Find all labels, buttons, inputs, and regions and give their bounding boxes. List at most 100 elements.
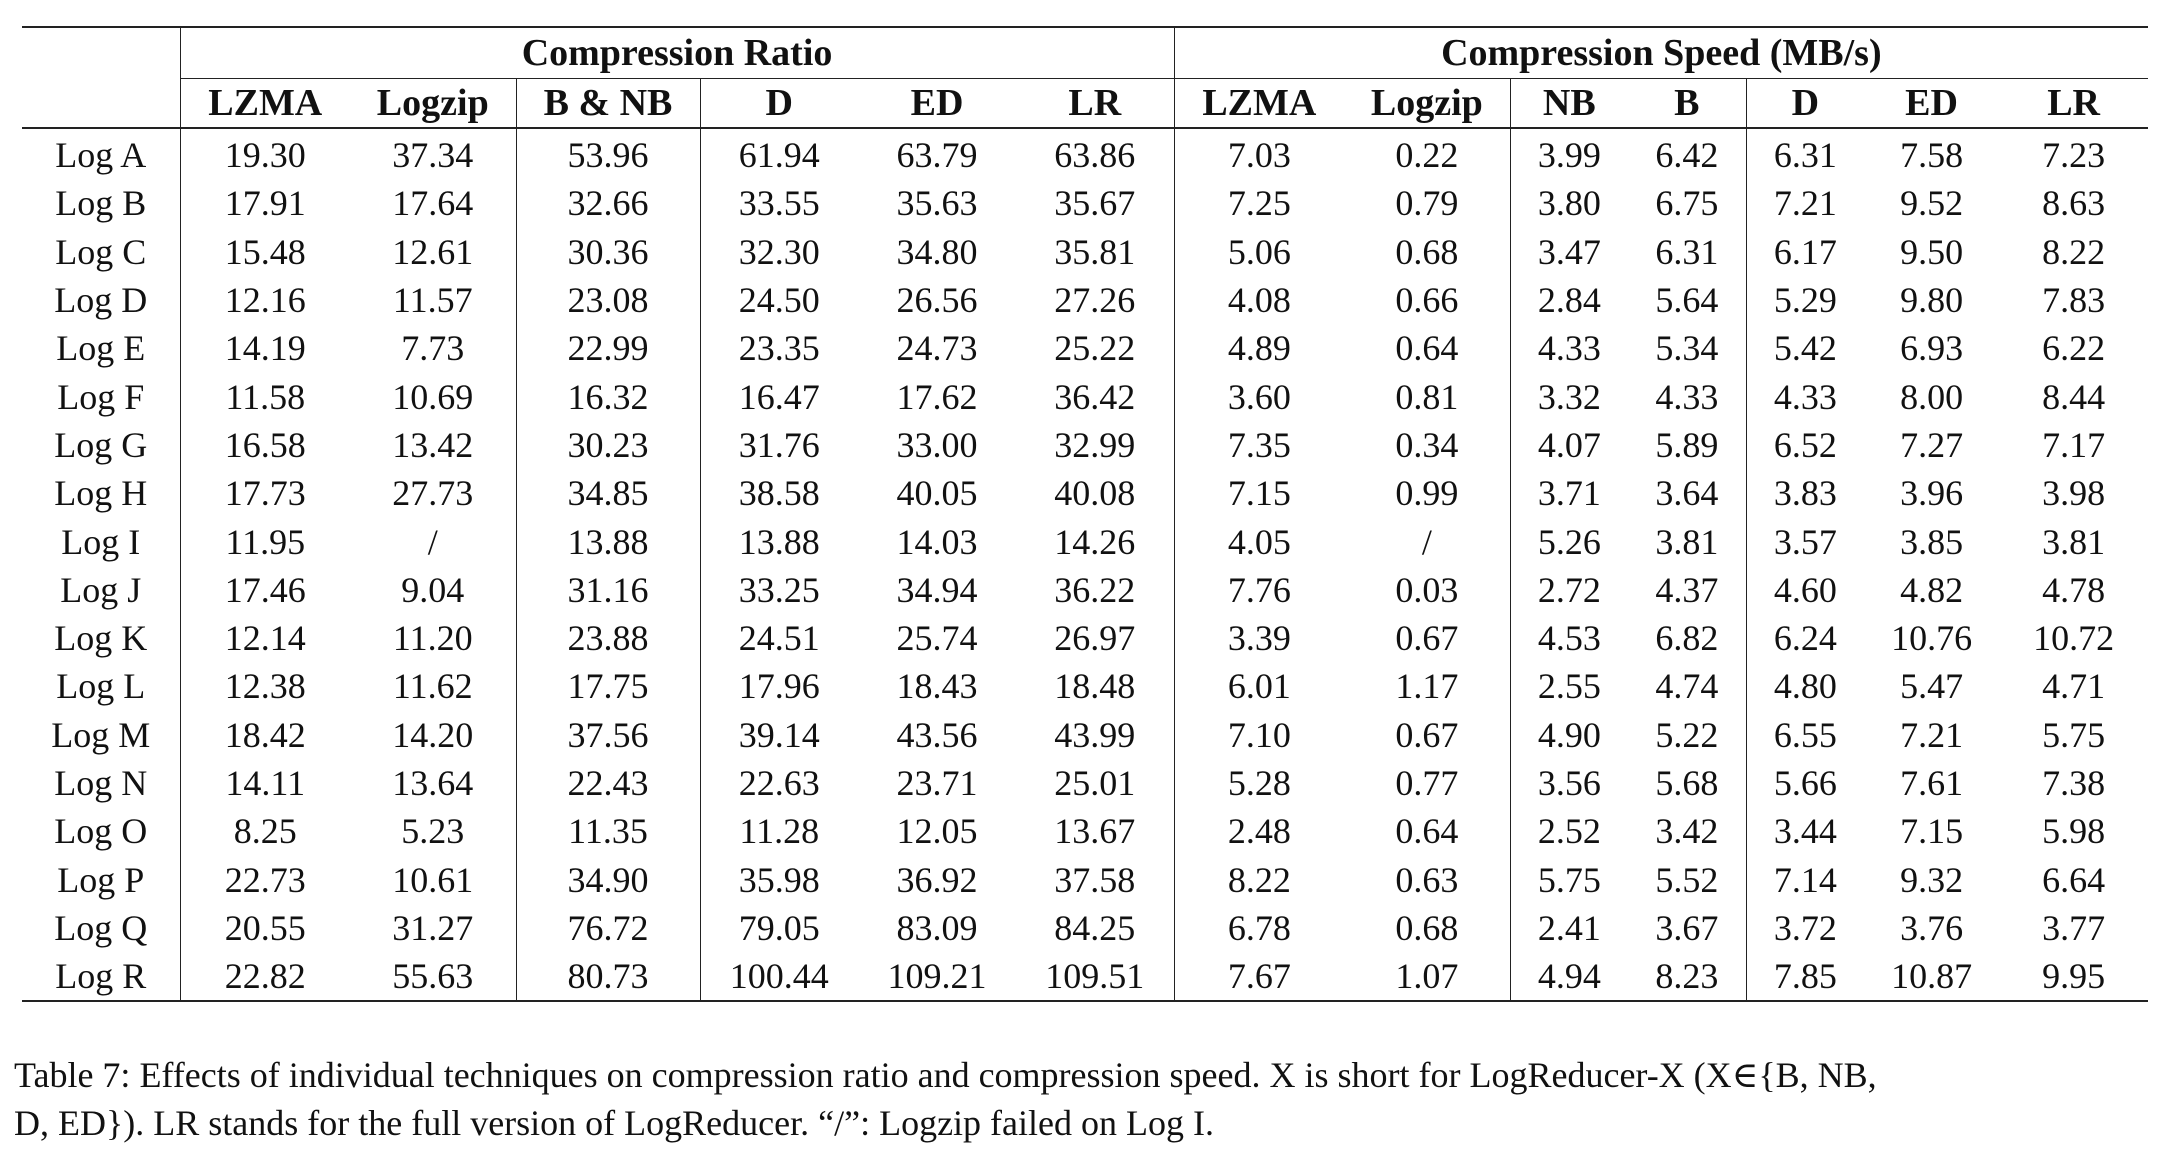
row-label: Log J	[60, 569, 142, 610]
table-caption: Table 7: Effects of individual technique…	[14, 1051, 2164, 1147]
ratio-cell: 33.00	[896, 424, 978, 465]
speed-cell: 6.31	[1655, 231, 1719, 272]
col-header-ratio-b-nb: B & NB	[515, 78, 700, 129]
ratio-cell: 11.20	[392, 618, 473, 659]
col-header-speed-d: D	[1745, 78, 1865, 129]
speed-cell: 8.63	[2042, 183, 2106, 224]
speed-cell: 5.64	[1655, 280, 1719, 321]
speed-cell: 7.83	[2042, 280, 2106, 321]
ratio-cell: 13.64	[392, 763, 474, 803]
speed-cell: 8.22	[1173, 855, 1345, 904]
ratio-cell: 24.51	[699, 613, 858, 663]
speed-cell: 0.79	[1395, 183, 1459, 224]
speed-cell: 7.58	[1900, 135, 1964, 176]
ratio-cell: 53.96	[515, 128, 700, 180]
ratio-cell: 24.50	[699, 275, 858, 325]
table-row: Log R 22.82 55.63 80.73 100.44 109.21 109.51 7.…	[22, 952, 2149, 1003]
table-row: Log E 14.19 7.73 22.99 23.35 24.73 25.22 4.89 0.…	[22, 324, 2148, 373]
row-label: Log F	[57, 376, 145, 417]
ratio-cell: 63.86	[1054, 135, 1136, 176]
speed-cell: 5.29	[1745, 275, 1865, 325]
table-row: Log G 16.58 13.42 30.23 31.76 33.00 32.99 7.35 0…	[22, 420, 2148, 470]
row-label: Log R	[22, 952, 180, 1003]
ratio-cell: 25.22	[1054, 328, 1136, 369]
speed-cell: 6.42	[1655, 135, 1719, 176]
table-row: Log M 18.42 14.20 37.56 39.14 43.56 43.99 7.10 0…	[22, 710, 2148, 759]
speed-cell: 8.00	[1900, 376, 1964, 417]
col-header-speed-ed: ED	[1864, 78, 2000, 129]
speed-cell: 10.87	[1864, 952, 2000, 1003]
ratio-cell: 35.63	[896, 183, 978, 224]
ratio-cell: 18.48	[1054, 666, 1136, 707]
ratio-cell: 11.95	[179, 517, 350, 566]
speed-cell: 0.81	[1395, 376, 1459, 417]
speed-cell: 3.42	[1655, 811, 1719, 852]
speed-cell: 5.28	[1173, 758, 1345, 808]
speed-cell: 0.67	[1395, 618, 1459, 659]
table-row: Log K 12.14 11.20 23.88 24.51 25.74 26.97 3.39 0…	[22, 613, 2148, 663]
ratio-cell: 11.28	[699, 807, 858, 856]
ratio-cell: 84.25	[1054, 907, 1136, 948]
table-row: Log B 17.91 17.64 32.66 33.55 35.63 35.67 7.25 0…	[22, 179, 2148, 228]
ratio-cell: 16.47	[699, 372, 858, 421]
ratio-cell: 12.05	[896, 811, 978, 852]
ratio-cell: 14.03	[896, 521, 978, 562]
speed-cell: 2.84	[1509, 275, 1629, 325]
speed-cell: 10.76	[1891, 618, 1973, 659]
ratio-cell: 40.05	[896, 473, 978, 514]
speed-cell: 10.72	[2033, 618, 2115, 659]
speed-cell: 6.24	[1745, 613, 1865, 663]
ratio-cell: 17.91	[179, 179, 350, 228]
ratio-cell: 17.64	[392, 183, 474, 224]
speed-cell: 6.52	[1745, 420, 1865, 470]
speed-cell: 4.33	[1655, 376, 1719, 417]
ratio-cell: 22.43	[515, 758, 700, 808]
corner-cell	[22, 26, 180, 79]
speed-cell: 3.98	[2042, 473, 2106, 514]
speed-cell: 2.48	[1173, 807, 1345, 856]
table-row: Log A 19.30 37.34 53.96 61.94 63.79 63.86 7.03 0…	[22, 128, 2148, 180]
speed-cell: 4.90	[1509, 710, 1629, 759]
table-row: Log Q 20.55 31.27 76.72 79.05 83.09 84.25 6.78 0…	[22, 903, 2148, 953]
speed-cell: 3.77	[2042, 907, 2106, 948]
row-label: Log G	[54, 424, 148, 465]
speed-cell: 4.33	[1509, 324, 1629, 373]
speed-cell: 4.05	[1173, 517, 1345, 566]
speed-cell: 0.66	[1395, 280, 1459, 321]
table-row: Log D 12.16 11.57 23.08 24.50 26.56 27.26 4.08 0…	[22, 275, 2148, 325]
speed-cell: 3.99	[1509, 128, 1629, 180]
speed-cell: 7.17	[2042, 424, 2106, 465]
ratio-cell: 25.74	[896, 618, 978, 659]
speed-cell: 4.80	[1745, 662, 1865, 711]
speed-cell: 7.21	[1745, 179, 1865, 228]
ratio-cell: 22.73	[179, 855, 350, 904]
speed-cell: 3.47	[1509, 227, 1629, 276]
ratio-cell: 39.14	[699, 710, 858, 759]
speed-cell: 3.64	[1655, 473, 1719, 514]
group-header-compression-speed: Compression Speed (MB/s)	[1173, 26, 2149, 79]
ratio-cell: 24.73	[896, 328, 978, 369]
speed-cell: 7.15	[1173, 469, 1345, 518]
col-header-ratio-d: D	[699, 78, 858, 129]
speed-cell: 3.44	[1745, 807, 1865, 856]
ratio-cell: 83.09	[896, 907, 978, 948]
ratio-cell: 11.62	[392, 666, 473, 707]
col-header-speed-lr: LR	[1999, 78, 2149, 129]
row-label: Log B	[55, 183, 147, 224]
ratio-cell: 55.63	[350, 952, 516, 1003]
speed-cell: 0.67	[1395, 714, 1459, 755]
row-label: Log L	[56, 666, 146, 707]
ratio-cell: 27.73	[392, 473, 474, 514]
col-header-speed-b: B	[1628, 78, 1747, 129]
speed-cell: 7.35	[1173, 420, 1345, 470]
ratio-cell: 17.46	[179, 565, 350, 614]
speed-cell: 7.21	[1900, 714, 1964, 755]
group-header-row: Compression Ratio Compression Speed (MB/…	[22, 26, 2149, 79]
speed-cell: 5.68	[1655, 763, 1719, 803]
speed-cell: 9.95	[1999, 952, 2149, 1003]
ratio-cell: 5.23	[401, 811, 465, 852]
ratio-cell: 23.71	[896, 763, 978, 803]
speed-cell: 3.72	[1745, 903, 1865, 953]
ratio-cell: 16.32	[515, 372, 700, 421]
speed-cell: 8.22	[2042, 231, 2106, 272]
